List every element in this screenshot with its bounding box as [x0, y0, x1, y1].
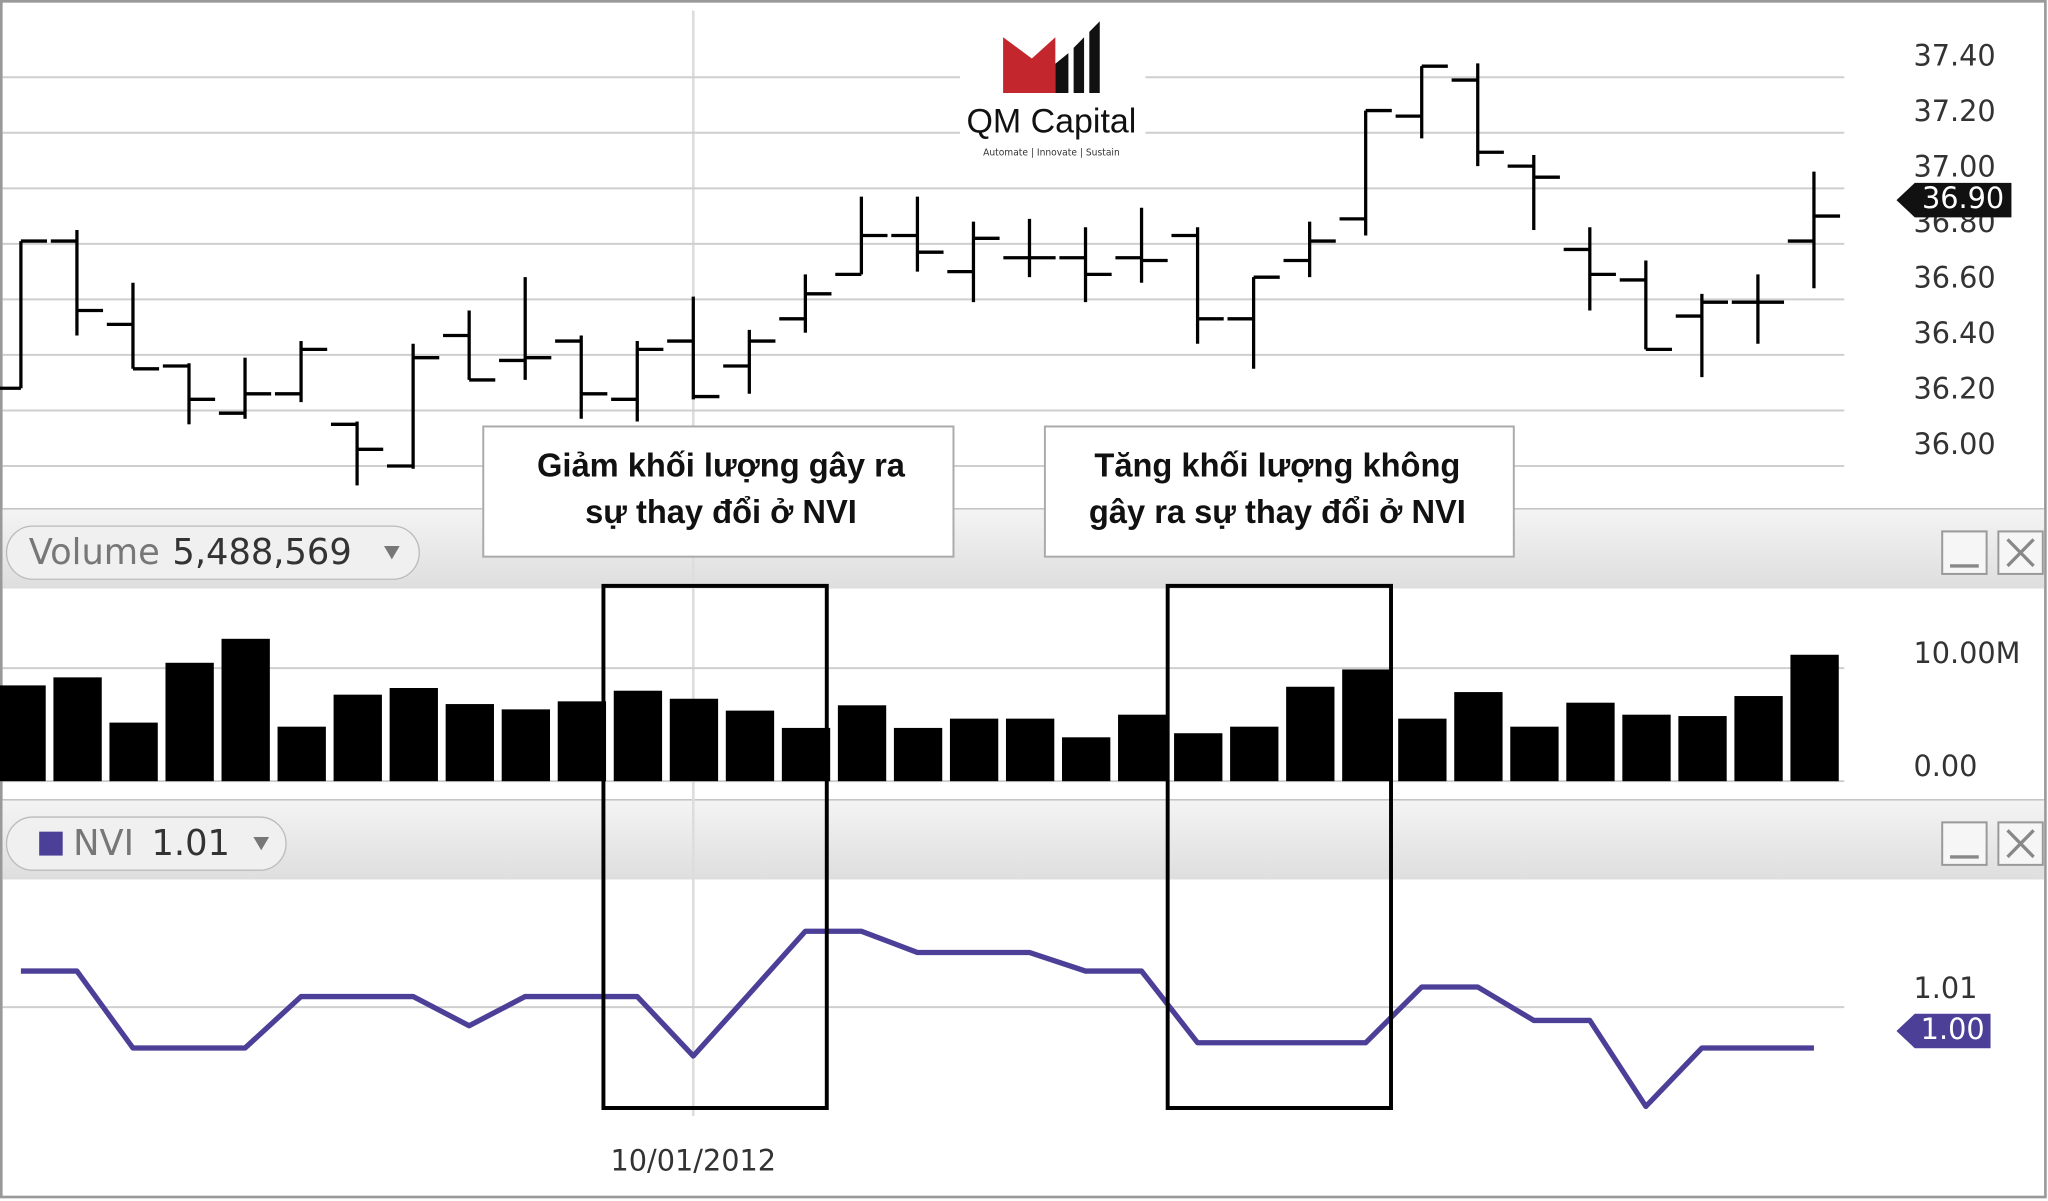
- annotation-box: [482, 425, 955, 558]
- legend-value: 1.01: [152, 823, 230, 864]
- nvi-line: [20, 928, 1814, 1110]
- volume-bar: [1454, 692, 1503, 782]
- volume-bar: [221, 638, 270, 782]
- volume-bar: [501, 709, 551, 782]
- y-tick-label: 36.60: [1913, 260, 1995, 294]
- legend-pill[interactable]: [5, 525, 420, 580]
- y-tick-label: 37.20: [1913, 94, 1995, 128]
- logo-tagline: Automate | Innovate | Sustain: [983, 147, 1120, 158]
- volume-bar: [445, 704, 494, 782]
- y-tick-label: 37.00: [1913, 149, 1995, 183]
- volume-bar: [1398, 718, 1447, 782]
- logo-name: QM Capital: [967, 102, 1137, 140]
- volume-bar: [389, 688, 438, 782]
- logo-icon: [1003, 37, 1056, 93]
- volume-bar: [1174, 733, 1223, 782]
- volume-bar: [1622, 714, 1671, 782]
- annotation-text: gây ra sự thay đổi ở NVI: [1089, 493, 1466, 530]
- volume-bar: [0, 685, 46, 782]
- x-tick-label: 10/01/2012: [611, 1143, 777, 1177]
- close-icon: [2006, 829, 2035, 859]
- dropdown-arrow[interactable]: [253, 836, 270, 851]
- y-tick-label: 37.40: [1913, 38, 1995, 72]
- legend-name: NVI: [73, 823, 134, 864]
- volume-bar: [1790, 654, 1839, 782]
- plots: 10/01/201236.0036.2036.4036.6036.8037.00…: [0, 10, 2020, 1178]
- dropdown-arrow[interactable]: [384, 546, 400, 560]
- current-value-badge: [1896, 182, 2012, 218]
- volume-bar: [53, 677, 102, 782]
- y-tick-label: 0.00: [1913, 749, 1977, 783]
- volume-bar: [333, 694, 382, 782]
- logo-icon: [1055, 21, 1100, 93]
- volume-bar: [1230, 726, 1279, 782]
- volume-bar: [1566, 702, 1615, 782]
- legend-swatch: [39, 831, 63, 856]
- volume-bar: [1005, 718, 1055, 782]
- volume-bar: [1118, 714, 1167, 782]
- highlight-box: [1165, 583, 1393, 1110]
- volume-bar: [165, 662, 214, 782]
- annotation-text: sự thay đổi ở NVI: [585, 493, 857, 530]
- volume-bar: [1510, 726, 1559, 782]
- legend-value: 5,488,569: [172, 532, 351, 573]
- current-value-badge: [1896, 1013, 1991, 1049]
- volume-bar: [109, 722, 158, 782]
- annotation-text: Tăng khối lượng không: [1094, 446, 1460, 483]
- close-icon: [2006, 538, 2035, 568]
- y-tick-label: 1.01: [1913, 971, 1977, 1005]
- volume-bar: [725, 710, 775, 782]
- volume-bar: [669, 698, 719, 782]
- volume-bar: [1286, 686, 1335, 782]
- current-value-label: 36.90: [1922, 181, 2004, 215]
- annotation-box: [1043, 425, 1515, 558]
- volume-bar: [1678, 716, 1727, 782]
- highlight-box: [601, 583, 829, 1110]
- annotation-text: Giảm khối lượng gây ra: [537, 446, 906, 483]
- volume-bar: [781, 727, 831, 782]
- legend-pill[interactable]: [5, 816, 287, 871]
- y-tick-label: 10.00M: [1913, 636, 2020, 670]
- y-tick-label: 36.00: [1913, 427, 1995, 461]
- y-tick-label: 36.40: [1913, 316, 1995, 350]
- y-tick-label: 36.20: [1913, 371, 1995, 405]
- nvi-header: [2, 799, 2045, 880]
- volume-bar: [893, 727, 943, 782]
- volume-bar: [1062, 737, 1111, 782]
- volume-bar: [1342, 669, 1391, 782]
- current-value-label: 1.00: [1921, 1012, 1985, 1046]
- volume-bar: [837, 705, 887, 782]
- volume-bar: [1734, 696, 1783, 782]
- legend-name: Volume: [29, 532, 160, 573]
- volume-bar: [949, 718, 999, 782]
- volume-bar: [613, 690, 663, 782]
- volume-bar: [277, 726, 326, 782]
- volume-bar: [557, 701, 607, 782]
